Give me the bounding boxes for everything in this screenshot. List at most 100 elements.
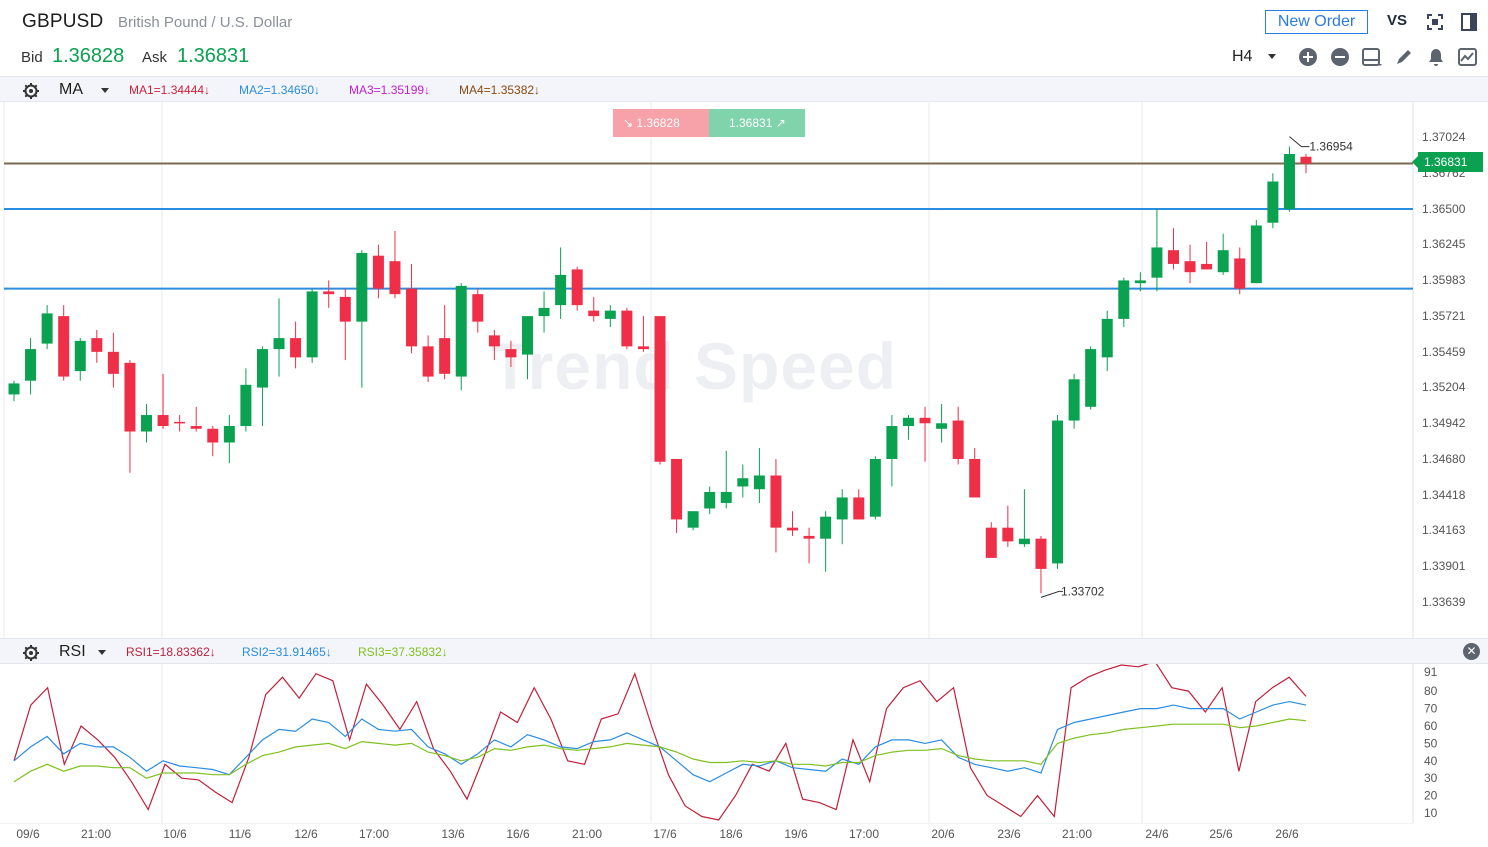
rsi-series-rsi2 [13, 700, 1307, 783]
candle-body [439, 338, 451, 374]
candle-body [455, 285, 467, 377]
y-tick-label: 1.35983 [1422, 273, 1466, 287]
zoom-in-icon[interactable] [1297, 46, 1319, 68]
ask-label: Ask [142, 49, 168, 66]
candle-body [969, 458, 981, 498]
candle-body [1300, 156, 1312, 164]
candle-body [1068, 379, 1080, 421]
x-tick-label: 23/6 [997, 827, 1021, 841]
candle-body [406, 288, 418, 347]
chevron-down-icon[interactable] [1268, 54, 1276, 59]
gear-icon[interactable] [22, 644, 40, 662]
chevron-down-icon[interactable] [101, 88, 109, 93]
ask-tag[interactable]: 1.36831 ↗ [709, 109, 805, 137]
chart-type-icon[interactable] [1457, 46, 1479, 68]
candle-body [654, 316, 666, 462]
new-order-button[interactable]: New Order [1265, 10, 1368, 34]
candle-body [41, 313, 53, 344]
candle-body [571, 269, 583, 306]
candle-body [1167, 250, 1179, 264]
y-tick-label: 1.35204 [1422, 380, 1466, 394]
zoom-out-icon[interactable] [1329, 46, 1351, 68]
chevron-down-icon[interactable] [98, 650, 106, 655]
draw-icon[interactable] [1393, 46, 1415, 68]
candle-body [687, 511, 699, 528]
x-tick-label: 13/6 [441, 827, 465, 841]
rsi-y-tick-label: 60 [1424, 719, 1438, 733]
sidebar-icon[interactable] [1458, 11, 1480, 33]
candle-body [8, 383, 20, 395]
vs-button[interactable]: VS [1387, 12, 1408, 29]
candle-body [1002, 527, 1014, 542]
gear-icon[interactable] [22, 82, 40, 100]
candle-body [306, 291, 318, 358]
watermark: Trend Speed [490, 329, 898, 403]
candle-body [836, 497, 848, 520]
candle-body [555, 274, 567, 306]
candle-body [339, 296, 351, 322]
candle-body [1118, 280, 1130, 319]
x-tick-label: 16/6 [506, 827, 530, 841]
x-tick-label: 18/6 [719, 827, 743, 841]
rsi-y-tick-label: 50 [1424, 736, 1438, 750]
candle-body [58, 316, 70, 377]
y-tick-label: 1.37024 [1422, 130, 1466, 144]
candle-body [588, 310, 600, 317]
candle-body [737, 478, 749, 487]
candle-body [985, 527, 997, 558]
rsi-y-tick-label: 20 [1424, 789, 1438, 803]
candle-body [488, 335, 500, 347]
x-tick-label: 21:00 [1062, 827, 1092, 841]
time-axis: 09/6 21:00 10/6 11/6 12/6 17:00 13/6 16/6 21:00 1… [0, 823, 1413, 841]
symbol-name: GBPUSD [22, 11, 104, 32]
candle-body [141, 415, 153, 432]
annotation-low: 1.33702 [1061, 584, 1105, 598]
rsi-selector[interactable]: RSI [59, 643, 86, 660]
candle-body [1234, 258, 1246, 289]
candle-body [1052, 420, 1064, 564]
candle-body [389, 261, 401, 295]
layout-icon[interactable] [1361, 46, 1383, 68]
candle-body [803, 535, 815, 539]
candlestick-chart[interactable]: 1.370241.367621.365001.362451.359831.357… [0, 102, 1488, 638]
candle-body [820, 516, 832, 539]
candle-body [604, 310, 616, 319]
candle-body [886, 426, 898, 459]
fullscreen-icon[interactable] [1424, 11, 1446, 33]
chart-header: GBPUSD British Pound / U.S. Dollar Bid 1… [0, 0, 1488, 76]
y-tick-label: 1.33639 [1422, 595, 1466, 609]
candle-body [919, 417, 931, 424]
x-tick-label: 11/6 [229, 827, 252, 841]
candle-body [323, 291, 335, 295]
candle-body [621, 310, 633, 347]
candle-body [25, 349, 37, 381]
y-tick-label: 1.35721 [1422, 309, 1466, 323]
candle-body [1151, 247, 1163, 278]
bid-tag[interactable]: ↘ 1.36828 [613, 109, 709, 137]
rsi-chart[interactable]: 91 80 70 60 50 40 30 20 10 [0, 664, 1488, 823]
rsi1-value: RSI1=18.83362↓ [126, 645, 216, 659]
ma2-value: MA2=1.34650↓ [239, 83, 321, 97]
rsi-indicator-bar: RSI RSI1=18.83362↓ RSI2=31.91465↓ RSI3=3… [0, 638, 1488, 664]
alert-icon[interactable] [1425, 46, 1447, 68]
x-tick-label: 21:00 [81, 827, 111, 841]
close-icon[interactable]: ✕ [1463, 643, 1480, 660]
timeframe-select[interactable]: H4 [1232, 48, 1253, 65]
x-tick-label: 17:00 [849, 827, 879, 841]
x-tick-label: 19/6 [784, 827, 808, 841]
y-tick-label: 1.35459 [1422, 345, 1466, 359]
x-tick-label: 09/6 [16, 827, 40, 841]
annotation-leader [1289, 136, 1310, 148]
x-tick-label: 24/6 [1145, 827, 1169, 841]
candle-body [869, 458, 881, 517]
candle-body [1184, 261, 1196, 273]
x-tick-label: 21:00 [572, 827, 602, 841]
bid-value: 1.36828 [52, 45, 125, 67]
ma-selector[interactable]: MA [59, 81, 83, 98]
rsi-y-tick-label: 70 [1424, 702, 1438, 716]
candle-body [207, 428, 219, 443]
candle-body [936, 423, 948, 429]
y-tick-label: 1.34418 [1422, 488, 1466, 502]
y-tick-label: 1.34942 [1422, 416, 1466, 430]
candle-body [1134, 280, 1146, 284]
